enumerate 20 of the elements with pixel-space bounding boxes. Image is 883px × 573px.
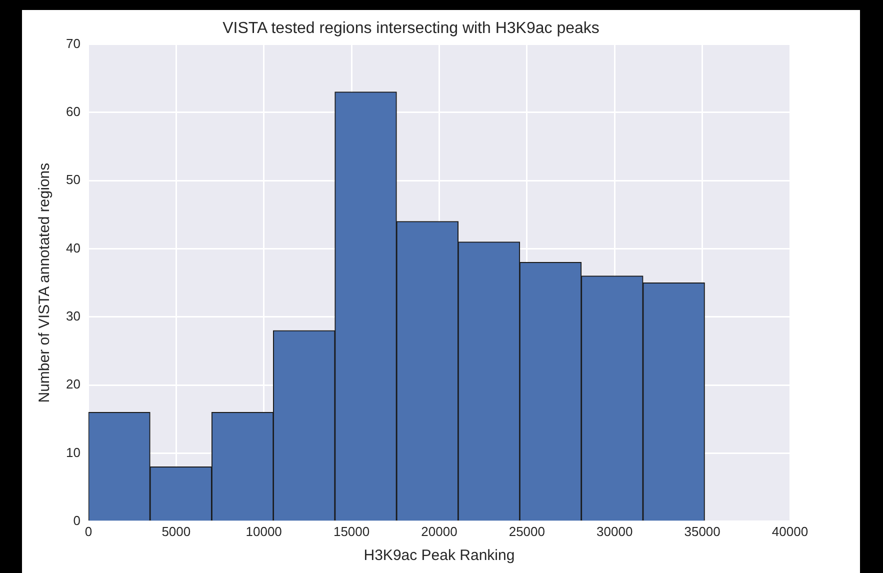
y-tick-label: 50 (66, 172, 80, 188)
y-tick-label: 10 (66, 444, 80, 460)
x-tick-label: 10000 (246, 524, 282, 539)
x-tick-label: 40000 (772, 524, 808, 539)
y-tick-label: 40 (66, 240, 80, 256)
x-axis-title: H3K9ac Peak Ranking (364, 547, 515, 564)
y-tick-label: 70 (66, 36, 80, 51)
y-axis-title: Number of VISTA annotated regions (36, 162, 54, 403)
x-tick-label: 30000 (596, 524, 633, 539)
x-tick-label: 35000 (684, 524, 720, 539)
y-tick-label: 0 (73, 512, 80, 528)
x-tick-label: 15000 (333, 524, 370, 539)
x-tick-label: 25000 (508, 524, 545, 539)
y-tick-label: 30 (66, 308, 80, 324)
y-tick-label: 20 (66, 376, 80, 392)
chart-title: VISTA tested regions intersecting with H3K9ac peaks (222, 20, 600, 38)
x-tick-label: 0 (84, 524, 92, 539)
x-tick-label: 20000 (421, 524, 458, 539)
y-tick-label: 60 (66, 104, 80, 119)
x-tick-label: 5000 (162, 524, 191, 539)
